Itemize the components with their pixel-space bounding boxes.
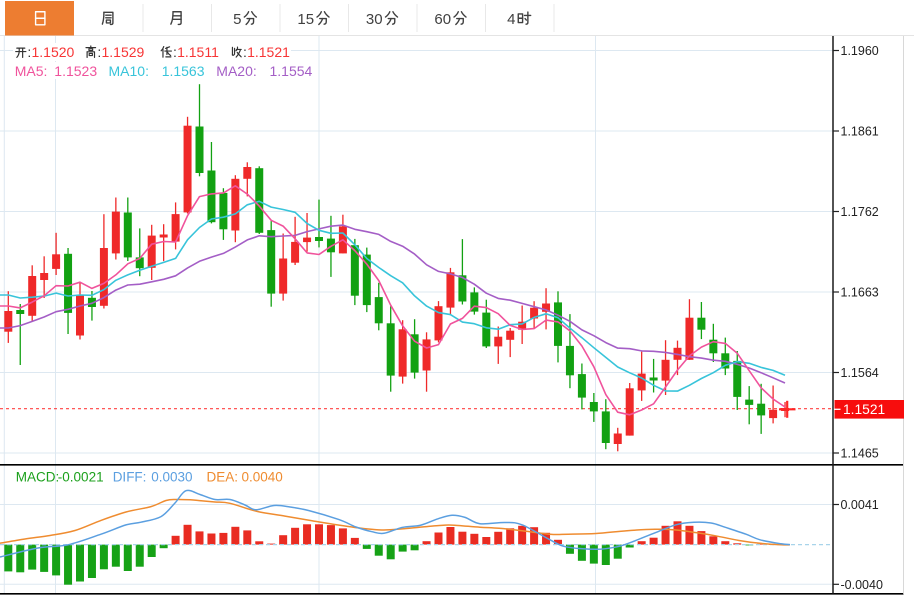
svg-text:1.1554: 1.1554 (270, 63, 313, 79)
svg-text:4: 4 (507, 11, 515, 28)
svg-text:MA5:: MA5: (15, 63, 48, 79)
svg-text:15: 15 (297, 11, 314, 28)
svg-text:1.1521: 1.1521 (247, 44, 290, 60)
svg-text:5: 5 (233, 11, 241, 28)
svg-text:30: 30 (366, 11, 383, 28)
svg-text:1.1520: 1.1520 (32, 44, 75, 60)
svg-text:DIFF:: DIFF: (113, 469, 147, 484)
svg-text:MA10:: MA10: (109, 63, 149, 79)
svg-text:1.1564: 1.1564 (841, 366, 879, 380)
svg-text:DEA:: DEA: (207, 469, 239, 484)
svg-text:1.1511: 1.1511 (177, 44, 219, 60)
svg-text:1.1521: 1.1521 (843, 402, 885, 417)
svg-text:-0.0021: -0.0021 (58, 469, 104, 484)
svg-text:MACD:: MACD: (16, 469, 60, 484)
svg-text::: : (243, 44, 247, 60)
svg-text:1.1523: 1.1523 (54, 63, 97, 79)
svg-text::: : (97, 44, 101, 60)
svg-text:1.1663: 1.1663 (841, 286, 879, 300)
svg-text:0.0040: 0.0040 (242, 469, 283, 484)
svg-text:1.1465: 1.1465 (841, 447, 879, 461)
svg-text:1.1529: 1.1529 (102, 44, 145, 60)
svg-text:60: 60 (434, 11, 451, 28)
svg-text:1.1960: 1.1960 (841, 44, 879, 58)
svg-text:-0.0040: -0.0040 (841, 578, 883, 592)
svg-text::: : (27, 44, 31, 60)
svg-text::: : (173, 44, 177, 60)
svg-text:MA20:: MA20: (216, 63, 256, 79)
svg-text:1.1762: 1.1762 (841, 205, 879, 219)
svg-text:0.0041: 0.0041 (841, 498, 879, 512)
svg-text:0.0030: 0.0030 (151, 469, 192, 484)
svg-text:1.1861: 1.1861 (841, 125, 879, 139)
svg-text:1.1563: 1.1563 (162, 63, 205, 79)
